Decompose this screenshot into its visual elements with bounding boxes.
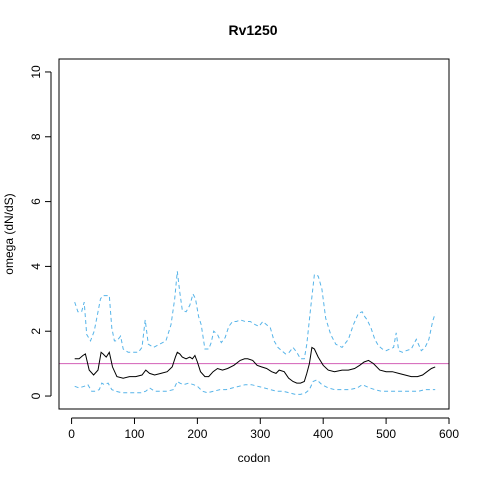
y-axis-label: omega (dN/dS) (2, 193, 16, 274)
x-tick-label: 100 (124, 427, 144, 441)
y-axis: 0 2 4 6 8 10 (29, 65, 52, 399)
lower-bound-line (74, 379, 436, 395)
y-tick-label: 8 (29, 133, 43, 140)
y-tick-label: 6 (29, 198, 43, 205)
x-axis-label: codon (238, 451, 271, 465)
x-tick-label: 200 (187, 427, 207, 441)
upper-bound-line (74, 271, 436, 360)
omega-estimate-line (74, 346, 436, 384)
y-tick-label: 2 (29, 328, 43, 335)
x-tick-label: 0 (68, 427, 75, 441)
x-axis: 0 100 200 300 400 500 600 (68, 417, 459, 441)
plot-frame (58, 58, 450, 410)
y-tick-label: 4 (29, 263, 43, 270)
x-tick-label: 400 (313, 427, 333, 441)
y-tick-label: 0 (29, 392, 43, 399)
y-tick-label: 10 (29, 65, 43, 79)
x-tick-label: 500 (376, 427, 396, 441)
x-tick-label: 300 (250, 427, 270, 441)
x-tick-label: 600 (439, 427, 459, 441)
plot-marks (59, 271, 449, 395)
chart-title: Rv1250 (228, 22, 277, 38)
